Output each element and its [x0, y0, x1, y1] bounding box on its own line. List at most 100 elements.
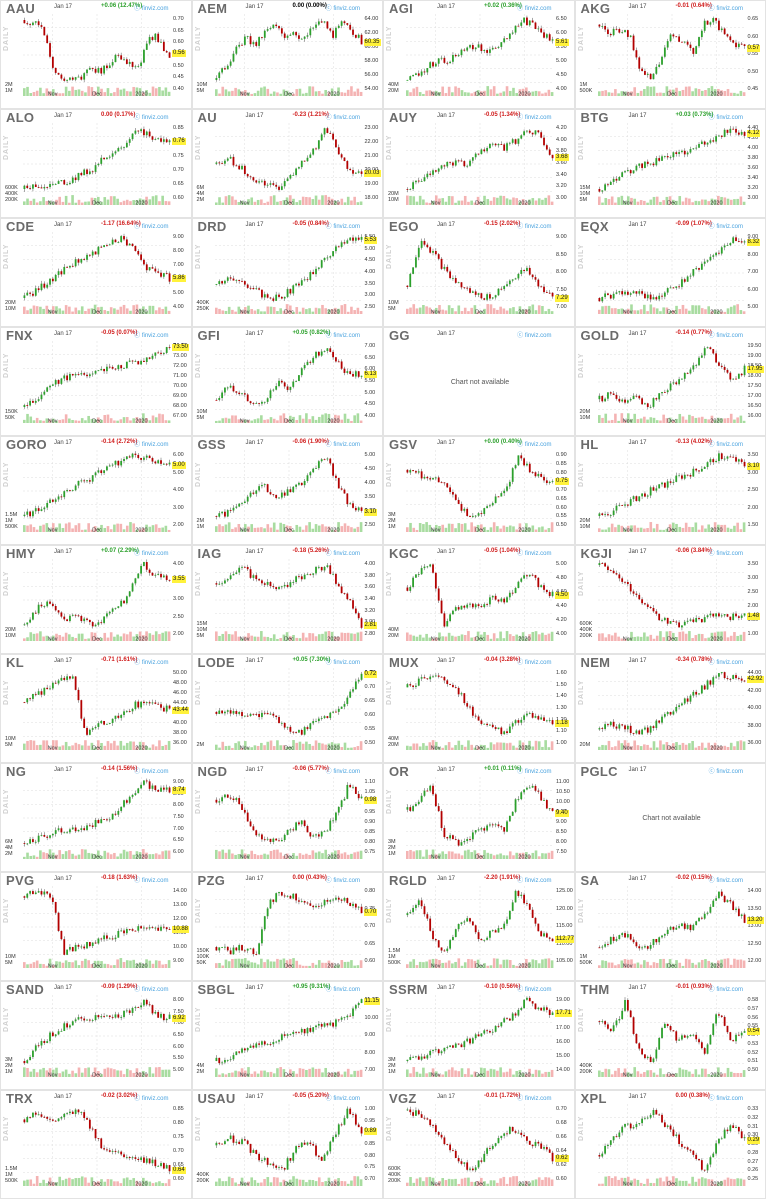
finviz-link[interactable]: ⓒ finviz.com [708, 333, 743, 339]
finviz-link[interactable]: ⓒ finviz.com [325, 115, 360, 121]
ticker-symbol[interactable]: AUY [389, 110, 418, 125]
chart-cell-ng[interactable]: NG Jan 17 -0.14 (1.56%) ⓒ finviz.com Nov Dec 2… [0, 763, 192, 872]
chart-cell-nem[interactable]: NEM Jan 17 -0.34 (0.78%) ⓒ finviz.com Nov Dec… [574, 654, 766, 763]
chart-cell-akg[interactable]: AKG Jan 17 -0.01 (0.64%) ⓒ finviz.com Nov Dec… [574, 0, 766, 109]
ticker-symbol[interactable]: GG [389, 328, 410, 343]
chart-cell-gold[interactable]: GOLD Jan 17 -0.14 (0.77%) ⓒ finviz.com Nov De… [574, 327, 766, 436]
volume-bar [113, 92, 116, 96]
ticker-symbol[interactable]: DRD [197, 219, 227, 234]
volume-bar [483, 90, 486, 96]
finviz-link[interactable]: ⓒ finviz.com [517, 551, 552, 557]
chart-cell-gsv[interactable]: GSV Jan 17 +0.00 (0.40%) ⓒ finviz.com Nov Dec… [383, 436, 575, 545]
finviz-link[interactable]: ⓒ finviz.com [134, 769, 169, 775]
chart-cell-goro[interactable]: GORO Jan 17 -0.14 (2.72%) ⓒ finviz.com Nov De… [0, 436, 192, 545]
finviz-link[interactable]: ⓒ finviz.com [134, 333, 169, 339]
ticker-symbol[interactable]: IAG [197, 546, 222, 561]
ticker-symbol[interactable]: HMY [6, 546, 36, 561]
ticker-symbol[interactable]: FNX [6, 328, 33, 343]
volume-bar [288, 526, 292, 532]
chart-cell-hmy[interactable]: HMY Jan 17 +0.07 (2.29%) ⓒ finviz.com Nov Dec… [0, 545, 192, 654]
finviz-link[interactable]: ⓒ finviz.com [517, 6, 552, 12]
chart-cell-mux[interactable]: MUX Jan 17 -0.04 (3.28%) ⓒ finviz.com Nov Dec… [383, 654, 575, 763]
finviz-link[interactable]: ⓒ finviz.com [708, 660, 743, 666]
ticker-symbol[interactable]: LODE [197, 655, 235, 670]
chart-cell-eqx[interactable]: EQX Jan 17 -0.09 (1.07%) ⓒ finviz.com Nov Dec… [574, 218, 766, 327]
finviz-link[interactable]: ⓒ finviz.com [134, 660, 169, 666]
finviz-link[interactable]: ⓒ finviz.com [708, 224, 743, 230]
ticker-symbol[interactable]: EGO [389, 219, 419, 234]
ticker-symbol[interactable]: KGC [389, 546, 419, 561]
chart-cell-drd[interactable]: DRD Jan 17 -0.05 (0.84%) ⓒ finviz.com Nov Dec… [191, 218, 383, 327]
chart-cell-aau[interactable]: AAU Jan 17 +0.06 (12.47%) ⓒ finviz.com Nov De… [0, 0, 192, 109]
y-tick-label: 0.45 [747, 86, 759, 92]
candle-body [477, 716, 480, 721]
finviz-link[interactable]: ⓒ finviz.com [708, 6, 743, 12]
candle-body [534, 22, 537, 30]
ticker-symbol[interactable]: ALO [6, 110, 35, 125]
chart-cell-gss[interactable]: GSS Jan 17 -0.06 (1.90%) ⓒ finviz.com Nov Dec… [191, 436, 383, 545]
ticker-symbol[interactable]: GSV [389, 437, 418, 452]
finviz-link[interactable]: ⓒ finviz.com [134, 551, 169, 557]
finviz-link[interactable]: ⓒ finviz.com [134, 224, 169, 230]
ticker-symbol[interactable]: AAU [6, 1, 36, 16]
ticker-symbol[interactable]: MUX [389, 655, 419, 670]
finviz-link[interactable]: ⓒ finviz.com [517, 333, 552, 339]
finviz-link[interactable]: ⓒ finviz.com [708, 442, 743, 448]
finviz-link[interactable]: ⓒ finviz.com [517, 660, 552, 666]
chart-cell-kgji[interactable]: KGJI Jan 17 -0.06 (3.84%) ⓒ finviz.com Nov De… [574, 545, 766, 654]
finviz-link[interactable]: ⓒ finviz.com [708, 551, 743, 557]
chart-cell-ego[interactable]: EGO Jan 17 -0.15 (2.02%) ⓒ finviz.com Nov Dec… [383, 218, 575, 327]
finviz-link[interactable]: ⓒ finviz.com [517, 115, 552, 121]
finviz-link[interactable]: ⓒ finviz.com [134, 442, 169, 448]
finviz-link[interactable]: ⓒ finviz.com [708, 115, 743, 121]
candle-body [652, 297, 654, 300]
ticker-symbol[interactable]: BTG [580, 110, 609, 125]
ticker-symbol[interactable]: CDE [6, 219, 35, 234]
chart-cell-cde[interactable]: CDE Jan 17 -1.17 (16.64%) ⓒ finviz.com Nov De… [0, 218, 192, 327]
chart-cell-iag[interactable]: IAG Jan 17 -0.18 (5.26%) ⓒ finviz.com Nov Dec… [191, 545, 383, 654]
finviz-link[interactable]: ⓒ finviz.com [325, 6, 360, 12]
ticker-symbol[interactable]: NEM [580, 655, 611, 670]
ticker-symbol[interactable]: KGJI [580, 546, 613, 561]
chart-cell-agi[interactable]: AGI Jan 17 +0.02 (0.36%) ⓒ finviz.com Nov Dec… [383, 0, 575, 109]
chart-cell-gg[interactable]: GG Jan 17 ⓒ finviz.com Chart not available [383, 327, 575, 436]
ticker-symbol[interactable]: AGI [389, 1, 414, 16]
ticker-symbol[interactable]: AU [197, 110, 217, 125]
chart-cell-btg[interactable]: BTG Jan 17 +0.03 (0.73%) ⓒ finviz.com Nov Dec… [574, 109, 766, 218]
y-tick-label: 3.80 [747, 155, 759, 161]
finviz-link[interactable]: ⓒ finviz.com [517, 442, 552, 448]
ticker-symbol[interactable]: KL [6, 655, 24, 670]
finviz-link[interactable]: ⓒ finviz.com [325, 551, 360, 557]
ticker-symbol[interactable]: AEM [197, 1, 228, 16]
finviz-link[interactable]: ⓒ finviz.com [134, 115, 169, 121]
chart-cell-kl[interactable]: KL Jan 17 -0.71 (1.61%) ⓒ finviz.com Nov Dec 2… [0, 654, 192, 763]
finviz-link[interactable]: ⓒ finviz.com [517, 224, 552, 230]
finviz-link[interactable]: ⓒ finviz.com [325, 224, 360, 230]
ticker-symbol[interactable]: HL [580, 437, 599, 452]
candle-body [120, 147, 123, 149]
finviz-link[interactable]: ⓒ finviz.com [325, 442, 360, 448]
finviz-link[interactable]: ⓒ finviz.com [134, 6, 169, 12]
chart-cell-aem[interactable]: AEM Jan 17 0.00 (0.00%) ⓒ finviz.com Nov Dec 2… [191, 0, 383, 109]
volume-bar [729, 528, 733, 532]
chart-cell-gfi[interactable]: GFI Jan 17 +0.05 (0.82%) ⓒ finviz.com Nov Dec… [191, 327, 383, 436]
chart-cell-auy[interactable]: AUY Jan 17 -0.05 (1.34%) ⓒ finviz.com Nov Dec… [383, 109, 575, 218]
ticker-symbol[interactable]: EQX [580, 219, 609, 234]
ticker-symbol[interactable]: AKG [580, 1, 611, 16]
chart-cell-au[interactable]: AU Jan 17 -0.23 (1.21%) ⓒ finviz.com Nov Dec 2… [191, 109, 383, 218]
volume-bar [505, 743, 509, 750]
ticker-symbol[interactable]: GOLD [580, 328, 620, 343]
chart-cell-kgc[interactable]: KGC Jan 17 -0.05 (1.04%) ⓒ finviz.com Nov Dec… [383, 545, 575, 654]
chart-cell-hl[interactable]: HL Jan 17 -0.13 (4.02%) ⓒ finviz.com Nov Dec 2… [574, 436, 766, 545]
candle-body [232, 53, 234, 62]
ticker-symbol[interactable]: GSS [197, 437, 226, 452]
chart-cell-lode[interactable]: LODE Jan 17 +0.05 (7.30%) ⓒ finviz.com Nov De… [191, 654, 383, 763]
candle-body [409, 189, 412, 190]
finviz-link[interactable]: ⓒ finviz.com [325, 660, 360, 666]
ticker-symbol[interactable]: GORO [6, 437, 47, 452]
chart-cell-fnx[interactable]: FNX Jan 17 -0.05 (0.07%) ⓒ finviz.com Nov Dec… [0, 327, 192, 436]
finviz-link[interactable]: ⓒ finviz.com [325, 333, 360, 339]
chart-cell-alo[interactable]: ALO Jan 17 0.00 (0.17%) ⓒ finviz.com Nov Dec 2… [0, 109, 192, 218]
ticker-symbol[interactable]: GFI [197, 328, 221, 343]
ticker-symbol[interactable]: NG [6, 764, 27, 779]
